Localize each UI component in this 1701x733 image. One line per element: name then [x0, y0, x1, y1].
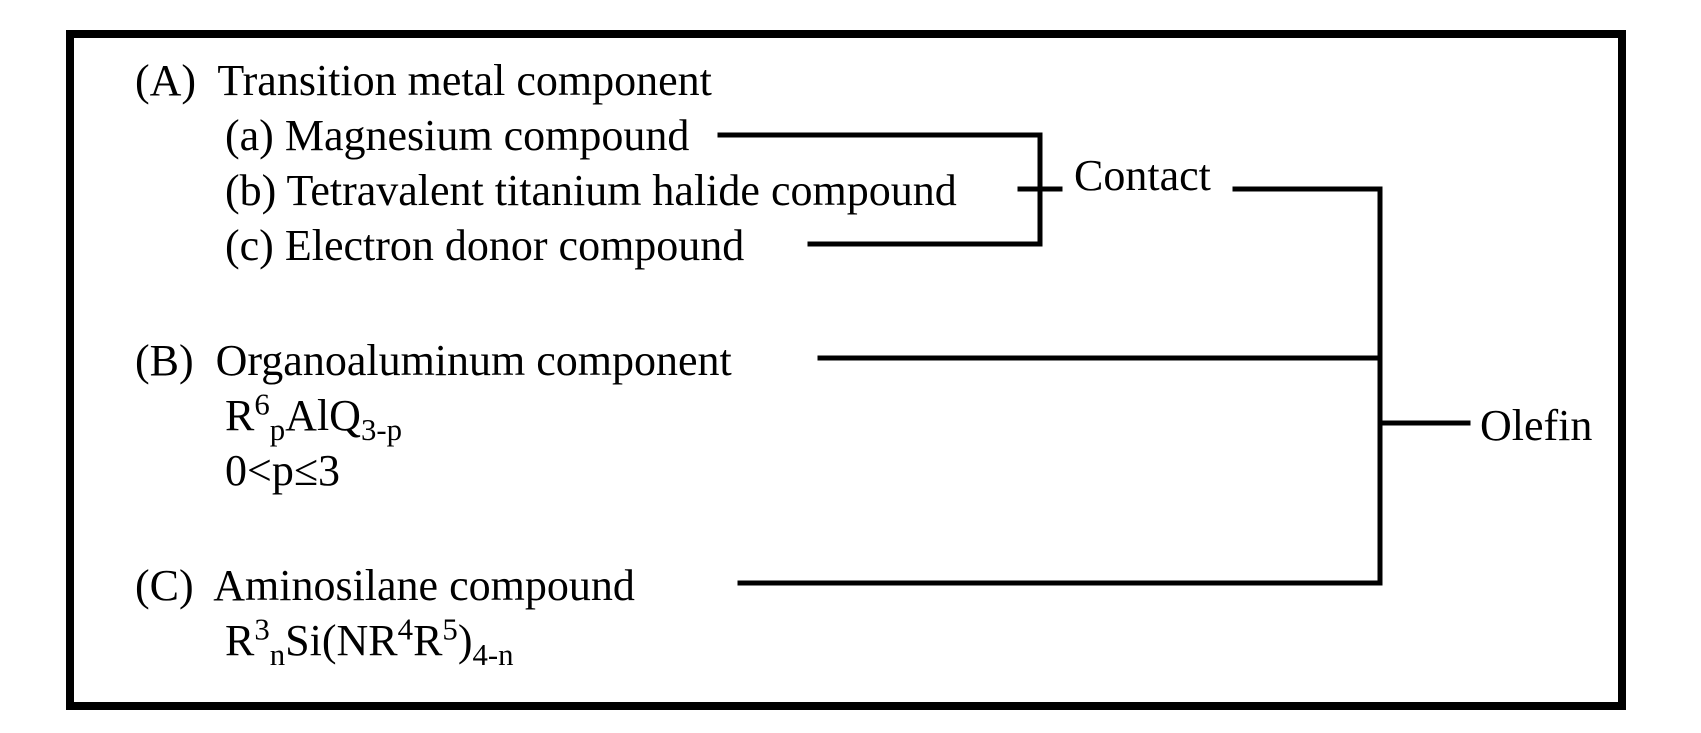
diagram-canvas: (A) Transition metal component (a) Magne…	[0, 0, 1701, 733]
connector-lines	[0, 0, 1701, 733]
